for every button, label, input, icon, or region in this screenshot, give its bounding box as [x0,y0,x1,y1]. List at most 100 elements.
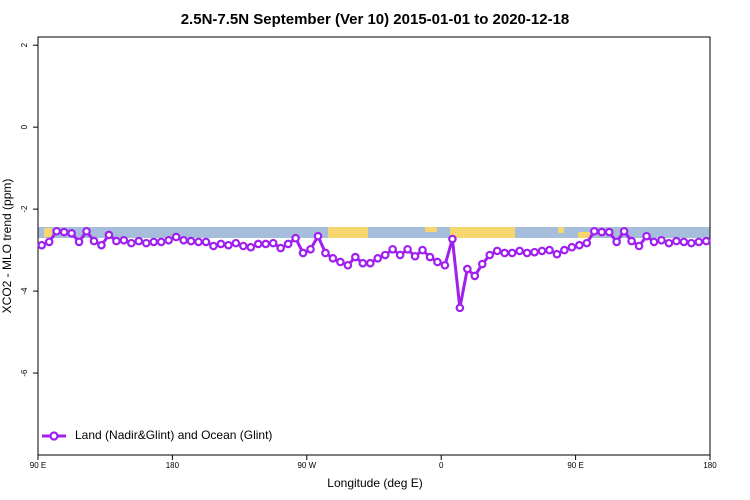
data-point [246,242,256,252]
land-patch [425,227,437,232]
land-patch [578,232,590,238]
data-point [463,264,472,274]
legend-marker [49,431,59,441]
data-point [141,238,151,248]
data-point [477,259,487,269]
data-point [164,235,173,245]
data-point [582,238,592,248]
data-point [679,237,689,247]
data-point [552,249,562,259]
legend-label: Land (Nadir&Glint) and Ocean (Glint) [75,428,272,442]
data-point [97,240,106,250]
data-point [351,252,360,262]
data-point [209,241,218,251]
data-point [74,237,84,247]
land-patch [558,227,564,233]
data-point [112,236,121,246]
data-point [216,239,226,249]
data-point [194,237,203,247]
data-point [440,260,450,270]
data-point [104,230,114,240]
land-patch [328,227,368,238]
data-point [448,234,457,244]
data-point [127,238,136,248]
y-axis-label: XCO2 - MLO trend (ppm) [0,179,14,314]
data-point [567,242,577,252]
data-point [455,303,465,313]
data-point [44,237,54,247]
data-point [687,238,696,248]
data-point [575,240,584,250]
data-point [530,247,539,257]
data-point [52,226,61,236]
data-point [261,239,271,249]
data-point [283,239,293,249]
data-point [589,226,599,236]
data-point [395,250,405,260]
data-point [67,228,76,238]
data-point [224,240,233,250]
ocean-strip [38,227,710,238]
data-point [37,240,47,250]
data-point [522,248,532,258]
x-tick-label: 90 E [30,461,46,470]
data-point [470,271,480,281]
data-point [537,246,547,256]
data-point [627,236,636,246]
data-point [365,258,375,268]
data-point [425,252,435,262]
data-point [313,231,323,241]
y-tick-label: -4 [20,287,29,295]
x-tick-label: 90 E [567,461,583,470]
x-tick-label: 90 W [297,461,316,470]
data-point [336,257,345,267]
x-tick-label: 180 [166,461,180,470]
data-point [664,238,674,248]
data-point [239,241,248,251]
data-point [306,244,315,254]
data-point [485,250,495,260]
data-point [328,253,338,263]
data-point [642,231,651,241]
data-point [380,250,390,260]
data-point [321,248,330,258]
data-point [134,236,144,246]
x-tick-label: 0 [439,461,444,470]
data-point [179,235,188,245]
data-point [634,241,644,251]
data-point [373,253,383,263]
y-tick-label: 0 [20,124,29,129]
data-point [291,233,300,243]
land-patch [44,228,52,237]
data-point [268,238,278,248]
data-point [358,258,368,268]
data-point [82,226,91,236]
data-point [418,245,427,255]
data-point [612,237,621,247]
data-point [171,232,181,242]
data-point [604,227,614,237]
data-point [156,237,166,247]
data-point [545,245,554,255]
data-point [403,244,412,254]
data-point [388,244,397,254]
data-point [343,260,353,270]
data-point [701,236,711,246]
data-point [619,226,629,236]
data-point [515,246,524,256]
data-point [149,237,159,247]
data-point [59,227,69,237]
data-point [500,248,509,258]
data-point [231,238,241,248]
y-tick-label: 2 [20,42,29,47]
data-point [276,243,285,253]
data-point [89,236,99,246]
data-point [119,235,129,245]
data-point [560,245,569,255]
data-point [649,237,659,247]
data-point [492,246,502,256]
data-point [597,227,607,237]
data-point [657,235,666,245]
land-ocean-strip [38,227,710,238]
